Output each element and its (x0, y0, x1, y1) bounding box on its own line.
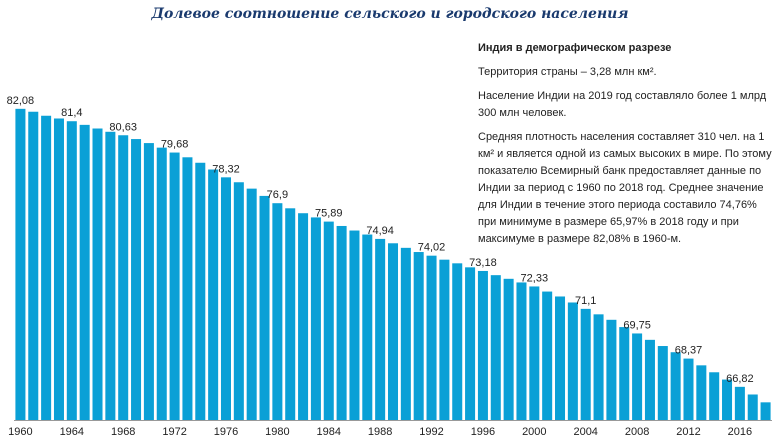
x-tick-1960: 1960 (8, 426, 32, 438)
data-label-1980: 76,9 (267, 189, 288, 201)
bar-1989 (387, 243, 399, 420)
data-label-1960: 82,08 (7, 95, 35, 107)
bar-2002 (555, 296, 566, 420)
data-label-1988: 74,94 (366, 225, 394, 237)
bar-2006 (606, 319, 617, 420)
bar-2015 (722, 379, 733, 420)
x-tick-1976: 1976 (214, 426, 238, 438)
bar-2013 (696, 365, 707, 420)
x-tick-1996: 1996 (471, 426, 495, 438)
bar-1972 (169, 152, 180, 421)
x-tick-1988: 1988 (368, 426, 392, 438)
bar-2017 (747, 394, 758, 420)
bar-1984 (323, 221, 334, 420)
data-label-1972: 79,68 (161, 139, 189, 151)
x-tick-labels-group: 1960 1964 1968 1972 1976 1980 1984 1988 1992 1996… (8, 426, 752, 438)
data-label-2012: 68,37 (675, 345, 703, 357)
data-label-2008: 69,75 (623, 319, 651, 331)
bar-1988 (375, 238, 386, 420)
x-tick-2000: 2000 (522, 426, 546, 438)
data-label-1976: 78,32 (212, 163, 240, 175)
bar-1964 (66, 121, 77, 420)
data-labels-group: 82,08 81,4 80,63 79,68 78,32 76,9 75,89 74,94 74… (7, 95, 754, 385)
bar-2005 (593, 314, 604, 420)
bar-1985 (336, 225, 347, 420)
bar-2008 (632, 333, 643, 420)
bar-1963 (53, 118, 64, 421)
bar-2001 (542, 291, 553, 420)
bar-1983 (310, 217, 321, 420)
x-tick-1968: 1968 (111, 426, 135, 438)
bar-2012 (683, 358, 694, 420)
x-tick-1964: 1964 (60, 426, 84, 438)
bar-1990 (400, 247, 411, 420)
data-label-1984: 75,89 (315, 208, 343, 220)
data-label-1996: 73,18 (469, 257, 497, 269)
bar-2007 (619, 327, 630, 420)
bar-1986 (349, 230, 360, 420)
bar-1992 (426, 255, 437, 420)
bar-1981 (285, 208, 296, 420)
bar-1978 (246, 188, 257, 420)
bars-group (15, 108, 771, 421)
bar-1960 (15, 108, 26, 420)
bar-1976 (220, 177, 231, 420)
bar-1980 (272, 203, 283, 420)
bar-1999 (516, 282, 527, 420)
bar-1971 (156, 147, 167, 420)
bar-1997 (490, 275, 501, 420)
x-tick-1992: 1992 (419, 426, 443, 438)
bar-2011 (670, 352, 681, 420)
bar-1973 (182, 157, 193, 421)
bar-1995 (465, 267, 476, 420)
bar-2004 (580, 308, 591, 420)
bar-1968 (118, 135, 129, 420)
bar-2018 (760, 402, 771, 420)
x-tick-1972: 1972 (162, 426, 186, 438)
info-heading: Индия в демографическом разрезе (478, 42, 672, 54)
bar-1991 (413, 252, 424, 420)
bar-1966 (92, 128, 103, 420)
info-panel: Индия в демографическом разрезе Территор… (478, 40, 776, 255)
x-tick-2012: 2012 (676, 426, 700, 438)
data-label-1964: 81,4 (61, 107, 82, 119)
bar-2000 (529, 286, 540, 420)
bar-1998 (503, 278, 514, 420)
bar-1987 (362, 234, 373, 420)
chart-title: Долевое соотношение сельского и городско… (151, 6, 629, 22)
x-tick-1980: 1980 (265, 426, 289, 438)
info-paragraph-population: Население Индии на 2019 год составляло б… (478, 90, 767, 119)
bar-2010 (657, 346, 668, 420)
bar-2016 (734, 386, 745, 420)
data-label-2004: 71,1 (575, 295, 596, 307)
bar-1975 (208, 169, 219, 420)
data-label-1992: 74,02 (418, 242, 446, 254)
bar-2003 (567, 302, 578, 420)
bar-1982 (298, 213, 309, 420)
info-paragraph-area: Территория страны – 3,28 млн км². (478, 66, 657, 78)
bar-1962 (41, 115, 52, 420)
bar-2014 (709, 372, 720, 420)
bar-1974 (195, 162, 206, 420)
x-tick-1984: 1984 (317, 426, 341, 438)
bar-1967 (105, 131, 116, 421)
x-tick-2004: 2004 (573, 426, 597, 438)
bar-1970 (143, 143, 154, 420)
bar-1979 (259, 195, 270, 420)
bar-1961 (28, 111, 39, 421)
x-tick-2008: 2008 (625, 426, 649, 438)
x-tick-2016: 2016 (728, 426, 752, 438)
bar-1993 (439, 259, 450, 420)
data-label-1968: 80,63 (109, 121, 137, 133)
bar-1965 (79, 124, 90, 421)
data-label-2016: 66,82 (726, 373, 754, 385)
data-label-2000: 72,33 (521, 272, 549, 284)
bar-2009 (644, 339, 655, 420)
bar-1969 (131, 139, 142, 420)
bar-1994 (452, 263, 463, 420)
info-paragraph-density: Средняя плотность населения составляет 3… (478, 131, 772, 245)
bar-1977 (233, 182, 244, 420)
bar-1996 (477, 270, 488, 420)
